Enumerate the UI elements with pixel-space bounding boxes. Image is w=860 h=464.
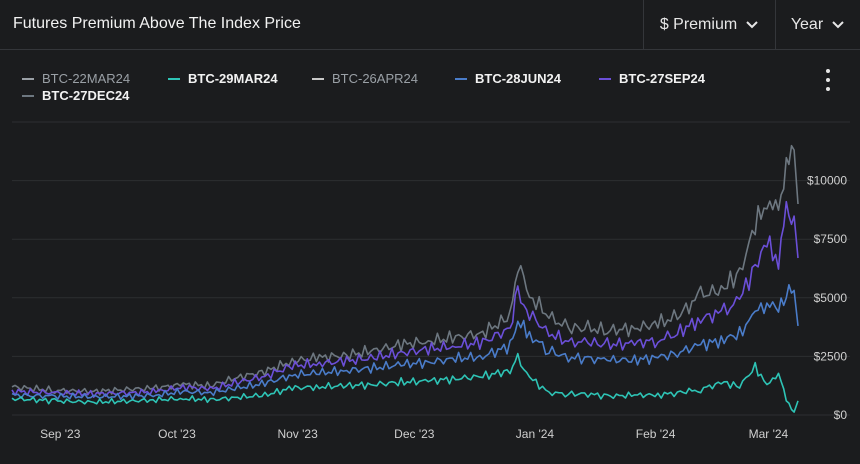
legend-swatch <box>455 77 467 80</box>
range-select[interactable]: Year <box>775 0 860 50</box>
legend-item-btc-29mar24[interactable]: BTC-29MAR24 <box>168 71 278 86</box>
chevron-down-icon <box>831 20 845 30</box>
x-tick-label: Jan '24 <box>516 427 555 441</box>
legend-swatch <box>22 77 34 80</box>
x-tick-label: Oct '23 <box>158 427 196 441</box>
chart-menu-icon[interactable] <box>822 69 834 91</box>
legend-item-btc-26apr24[interactable]: BTC-26APR24 <box>312 71 418 86</box>
x-tick-label: Feb '24 <box>636 427 676 441</box>
y-tick-label: $0 <box>834 408 848 422</box>
x-tick-label: Sep '23 <box>40 427 81 441</box>
chevron-down-icon <box>745 20 759 30</box>
series-line-btc-27sep24 <box>11 200 799 398</box>
y-tick-label: $2500 <box>814 349 848 363</box>
x-axis-ticks: Sep '23 Oct '23 Nov '23 Dec '23 Jan '24 Feb '… <box>40 427 788 441</box>
legend-label: BTC-22MAR24 <box>42 71 131 86</box>
y-tick-label: $7500 <box>814 232 848 246</box>
series-line-btc-28jun24 <box>11 284 799 401</box>
legend-label: BTC-28JUN24 <box>475 71 561 86</box>
legend-item-btc-28jun24[interactable]: BTC-28JUN24 <box>455 71 561 86</box>
legend-item-btc-27sep24[interactable]: BTC-27SEP24 <box>599 71 705 86</box>
grid-lines <box>12 121 850 416</box>
chart-title: Futures Premium Above The Index Price <box>13 15 301 32</box>
y-tick-label: $5000 <box>814 291 848 305</box>
metric-select[interactable]: $ Premium <box>643 0 775 50</box>
legend-swatch <box>168 77 180 80</box>
x-tick-label: Mar '24 <box>749 427 789 441</box>
y-axis-ticks: $0 $2500 $5000 $7500 $10000 <box>807 174 847 422</box>
legend-label: BTC-29MAR24 <box>188 71 278 86</box>
legend-swatch <box>22 94 34 97</box>
legend-item-btc-22mar24[interactable]: BTC-22MAR24 <box>22 71 130 86</box>
y-tick-label: $10000 <box>807 174 847 188</box>
legend-item-btc-27dec24[interactable]: BTC-27DEC24 <box>22 88 129 103</box>
x-tick-label: Dec '23 <box>394 427 435 441</box>
series-line-btc-27dec24 <box>11 144 799 396</box>
legend-label: BTC-27SEP24 <box>619 71 705 86</box>
x-tick-label: Nov '23 <box>277 427 318 441</box>
series-line-btc-29mar24 <box>11 352 799 413</box>
legend-swatch <box>312 77 324 80</box>
metric-select-label: $ Premium <box>659 16 738 33</box>
series-lines <box>11 144 799 413</box>
legend-label: BTC-26APR24 <box>332 71 418 86</box>
chart-header: Futures Premium Above The Index Price $ … <box>0 0 860 50</box>
range-select-label: Year <box>790 16 824 33</box>
legend-swatch <box>599 77 611 80</box>
legend-label: BTC-27DEC24 <box>42 88 130 103</box>
